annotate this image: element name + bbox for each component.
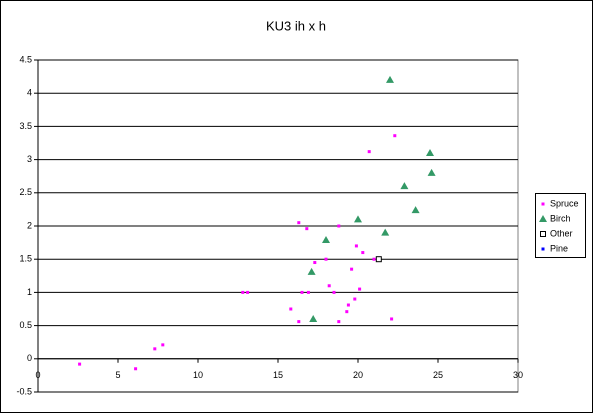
x-tick-label: 30 <box>513 370 523 380</box>
x-tick-label: 15 <box>273 370 283 380</box>
point <box>346 303 350 307</box>
point <box>381 228 390 236</box>
point <box>393 134 397 138</box>
point <box>427 168 436 176</box>
y-tick-label: 1.5 <box>19 254 32 264</box>
point <box>297 221 301 225</box>
point <box>375 256 382 263</box>
point <box>354 215 362 223</box>
point <box>246 290 250 294</box>
y-tick-label: 2.5 <box>19 187 32 197</box>
x-tick-label: 5 <box>115 370 120 380</box>
legend-label: Spruce <box>550 198 579 208</box>
point <box>309 314 318 322</box>
x-tick-label: 25 <box>433 370 443 380</box>
legend-marker <box>540 231 546 237</box>
point <box>337 320 341 324</box>
point <box>327 284 331 288</box>
y-tick-label: -0.5 <box>16 386 32 396</box>
y-tick-label: 3.5 <box>19 121 32 131</box>
legend-marker <box>539 215 547 222</box>
point <box>354 244 358 248</box>
point <box>367 150 371 154</box>
chart-title: KU3 ih x h <box>266 18 326 33</box>
point <box>386 75 394 83</box>
y-tick-label: 0 <box>27 353 32 363</box>
y-tick-label: 4.5 <box>19 54 32 64</box>
y-tick-label: 3 <box>27 154 32 164</box>
point <box>390 317 394 321</box>
y-tick-label: 2 <box>27 220 32 230</box>
point <box>161 343 165 347</box>
point <box>350 267 354 271</box>
legend-label: Birch <box>550 213 571 223</box>
point <box>353 297 357 301</box>
point <box>300 290 304 294</box>
point <box>361 251 365 255</box>
point <box>426 148 434 156</box>
x-tick-label: 0 <box>35 370 40 380</box>
point <box>134 367 138 371</box>
legend-label: Pine <box>550 243 568 253</box>
point <box>332 290 336 294</box>
x-tick-label: 20 <box>353 370 363 380</box>
point <box>78 362 82 366</box>
point <box>289 307 293 311</box>
legend-label: Other <box>550 228 573 238</box>
point <box>153 347 157 351</box>
y-tick-label: 1 <box>27 287 32 297</box>
point <box>307 267 316 275</box>
point <box>241 290 245 294</box>
point <box>324 257 328 261</box>
point <box>372 257 376 261</box>
y-tick-label: 4 <box>27 88 32 98</box>
point <box>345 310 349 314</box>
point <box>313 261 317 265</box>
legend-marker <box>541 202 545 206</box>
point <box>305 227 309 231</box>
point <box>400 182 409 190</box>
point <box>306 290 310 294</box>
y-tick-label: 0.5 <box>19 320 32 330</box>
x-tick-label: 10 <box>193 370 203 380</box>
point <box>358 287 362 291</box>
point <box>411 206 420 214</box>
point <box>322 235 330 243</box>
point <box>297 320 301 324</box>
point <box>337 224 341 228</box>
legend-marker <box>541 247 545 251</box>
